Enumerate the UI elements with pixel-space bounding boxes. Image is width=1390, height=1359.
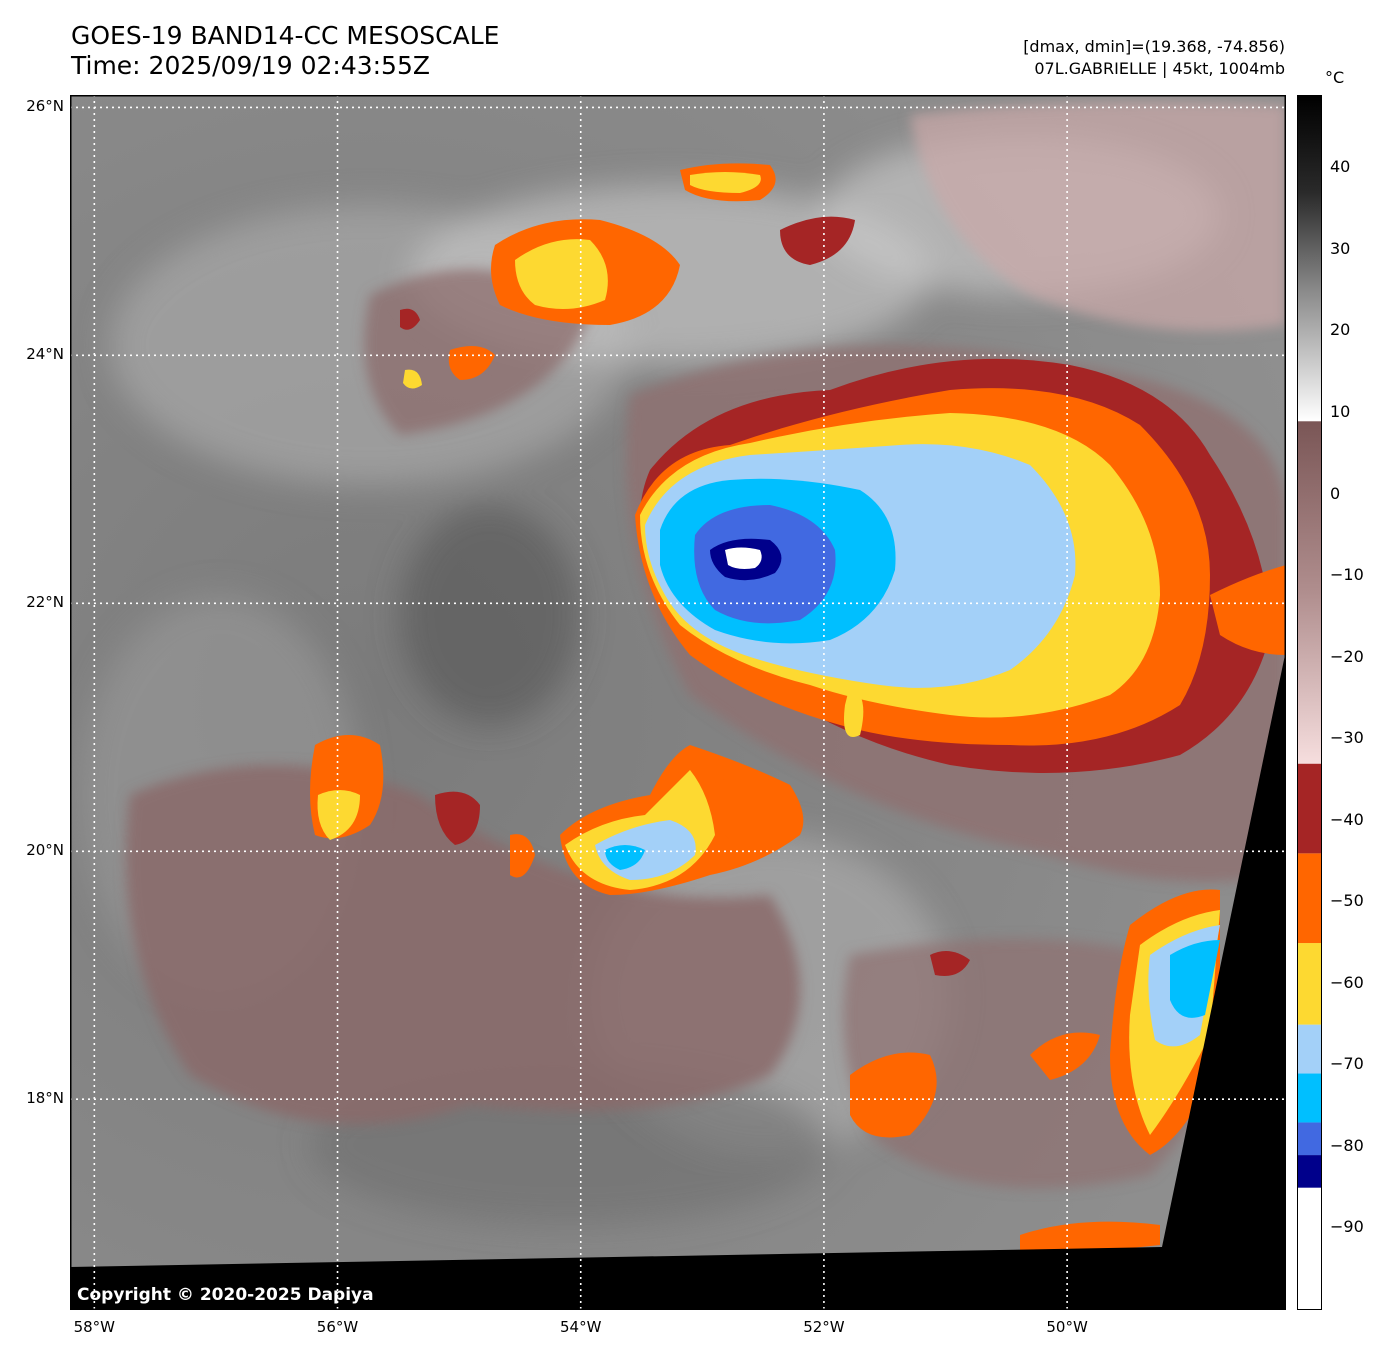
lat-label: 20°N [26, 841, 64, 860]
lat-lon-grid [70, 95, 1286, 1310]
colorbar-segment [1297, 1122, 1322, 1156]
colorbar-segment [1297, 1155, 1322, 1188]
colorbar-segment [1297, 421, 1322, 764]
colorbar-tick-label: −30 [1330, 728, 1364, 748]
satellite-map: Copyright © 2020-2025 Dapiya [70, 95, 1286, 1310]
southern-convection [310, 735, 804, 895]
colorbar-tick-label: −10 [1330, 565, 1364, 585]
lat-label: 22°N [26, 593, 64, 612]
colorbar [1297, 95, 1322, 1310]
lat-label: 18°N [26, 1089, 64, 1108]
lon-label: 56°W [316, 1318, 359, 1336]
storm-info: 07L.GABRIELLE | 45kt, 1004mb [1034, 59, 1285, 78]
colorbar-tick-label: −20 [1330, 646, 1364, 666]
lon-label: 54°W [560, 1318, 602, 1336]
colorbar-tick-label: 10 [1330, 402, 1351, 422]
northern-convection [400, 163, 855, 389]
colorbar-tick-label: −50 [1330, 891, 1364, 911]
colorbar-tick-label: 20 [1330, 320, 1351, 340]
eastern-convection [850, 565, 1286, 1252]
data-range-info: [dmax, dmin]=(19.368, -74.856) [1023, 37, 1285, 56]
lon-label: 52°W [803, 1318, 845, 1336]
colorbar-tick-label: 40 [1330, 157, 1351, 177]
colorbar-unit: °C [1325, 68, 1345, 87]
lat-label: 24°N [26, 345, 64, 364]
colorbar-segment [1297, 943, 1322, 1025]
colorbar-tick-label: 0 [1330, 483, 1341, 503]
figure-title: GOES-19 BAND14-CC MESOSCALE [71, 21, 500, 50]
colorbar-tick-label: 30 [1330, 238, 1351, 258]
colorbar-segment [1297, 763, 1322, 854]
no-data-region [70, 650, 1286, 1310]
colorbar-segment [1297, 95, 1322, 422]
colorbar-segment [1297, 853, 1322, 944]
lon-label: 50°W [1046, 1318, 1088, 1336]
lat-label: 26°N [26, 97, 64, 116]
colorbar-tick-label: −40 [1330, 809, 1364, 829]
colorbar-tick-label: −80 [1330, 1135, 1364, 1155]
colorbar-segment [1297, 1024, 1322, 1074]
figure-timestamp: Time: 2025/09/19 02:43:55Z [71, 51, 430, 80]
copyright-text: Copyright © 2020-2025 Dapiya [77, 1285, 374, 1305]
colorbar-segment [1297, 1187, 1322, 1310]
colorbar-tick-label: −90 [1330, 1217, 1364, 1237]
main-storm-cloud [635, 358, 1270, 773]
lon-label: 58°W [73, 1318, 116, 1336]
colorbar-tick-label: −70 [1330, 1054, 1364, 1074]
colorbar-tick-label: −60 [1330, 972, 1364, 992]
colorbar-segment [1297, 1073, 1322, 1123]
